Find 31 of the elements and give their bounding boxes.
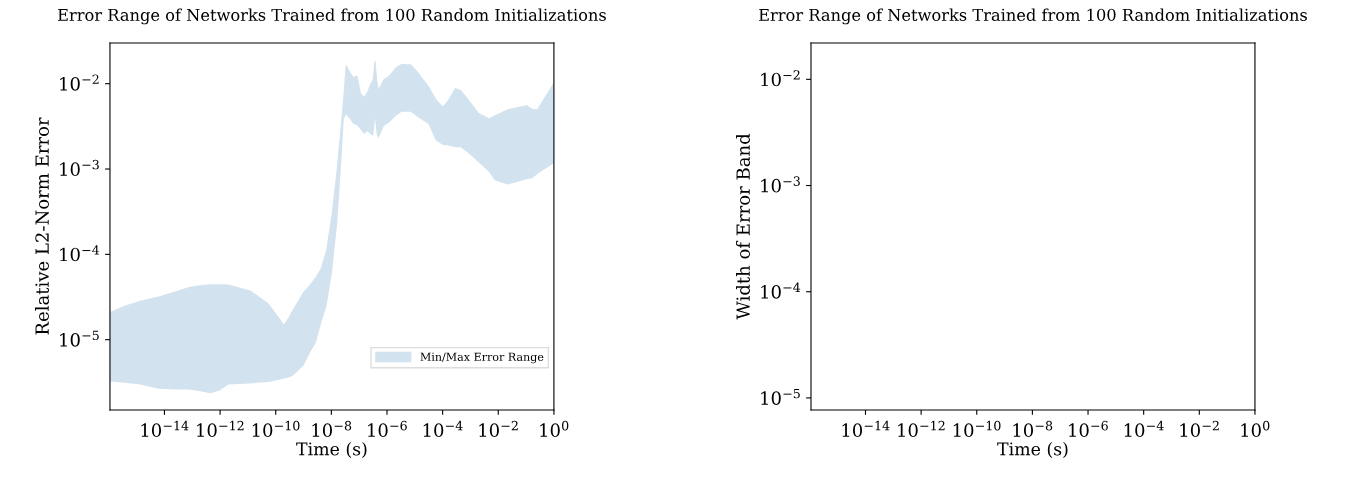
x-axis-title: Time (s): [997, 442, 1068, 458]
x-tick-label: 10$^{0}$: [540, 420, 569, 438]
x-tick-label: 10$^{−12}$: [197, 420, 244, 438]
x-tick-label: 10$^{−14}$: [842, 420, 890, 438]
text: Min/Max Error Range: [420, 352, 544, 364]
x-tick-label: 10$^{−12}$: [898, 420, 945, 438]
x-tick-label: 10$^{−2}$: [479, 420, 518, 438]
x-tick-label: 10$^{−8}$: [1013, 420, 1053, 438]
y-tick-label: 10$^{−4}$: [60, 245, 100, 262]
chart-title: Error Range of Networks Trained from 100 Random Initializations: [58, 8, 606, 25]
y-axis-title: Width of Error Band: [735, 133, 750, 320]
x-tick-label: 10$^{−4}$: [423, 420, 463, 438]
x-tick-label: 10$^{−4}$: [1124, 420, 1164, 438]
x-tick-label: 10$^{−6}$: [368, 420, 407, 438]
y-tick-label: 10$^{−5}$: [60, 330, 99, 347]
y-tick-label: 10$^{−2}$: [761, 70, 800, 87]
x-tick-label: 10$^{−10}$: [252, 420, 300, 438]
y-tick-label: 10$^{−3}$: [761, 176, 800, 193]
y-axis-title: Relative L2-Norm Error: [34, 117, 49, 335]
y-tick-label: 10$^{−2}$: [60, 74, 99, 91]
x-tick-label: 10$^{−10}$: [953, 420, 1001, 438]
x-tick-label: 10$^{−2}$: [1180, 420, 1219, 438]
x-tick-label: 10$^{0}$: [1241, 420, 1270, 438]
y-tick-label: 10$^{−5}$: [761, 388, 800, 405]
y-tick-label: 10$^{−4}$: [761, 282, 801, 299]
y-tick-label: 10$^{−3}$: [60, 159, 99, 177]
chart-title: Error Range of Networks Trained from 100 Random Initializations: [759, 8, 1307, 25]
x-tick-label: 10$^{−8}$: [312, 420, 352, 438]
x-tick-label: 10$^{−6}$: [1069, 420, 1108, 438]
x-tick-label: 10$^{−14}$: [141, 420, 189, 438]
x-axis-title: Time (s): [296, 442, 367, 458]
